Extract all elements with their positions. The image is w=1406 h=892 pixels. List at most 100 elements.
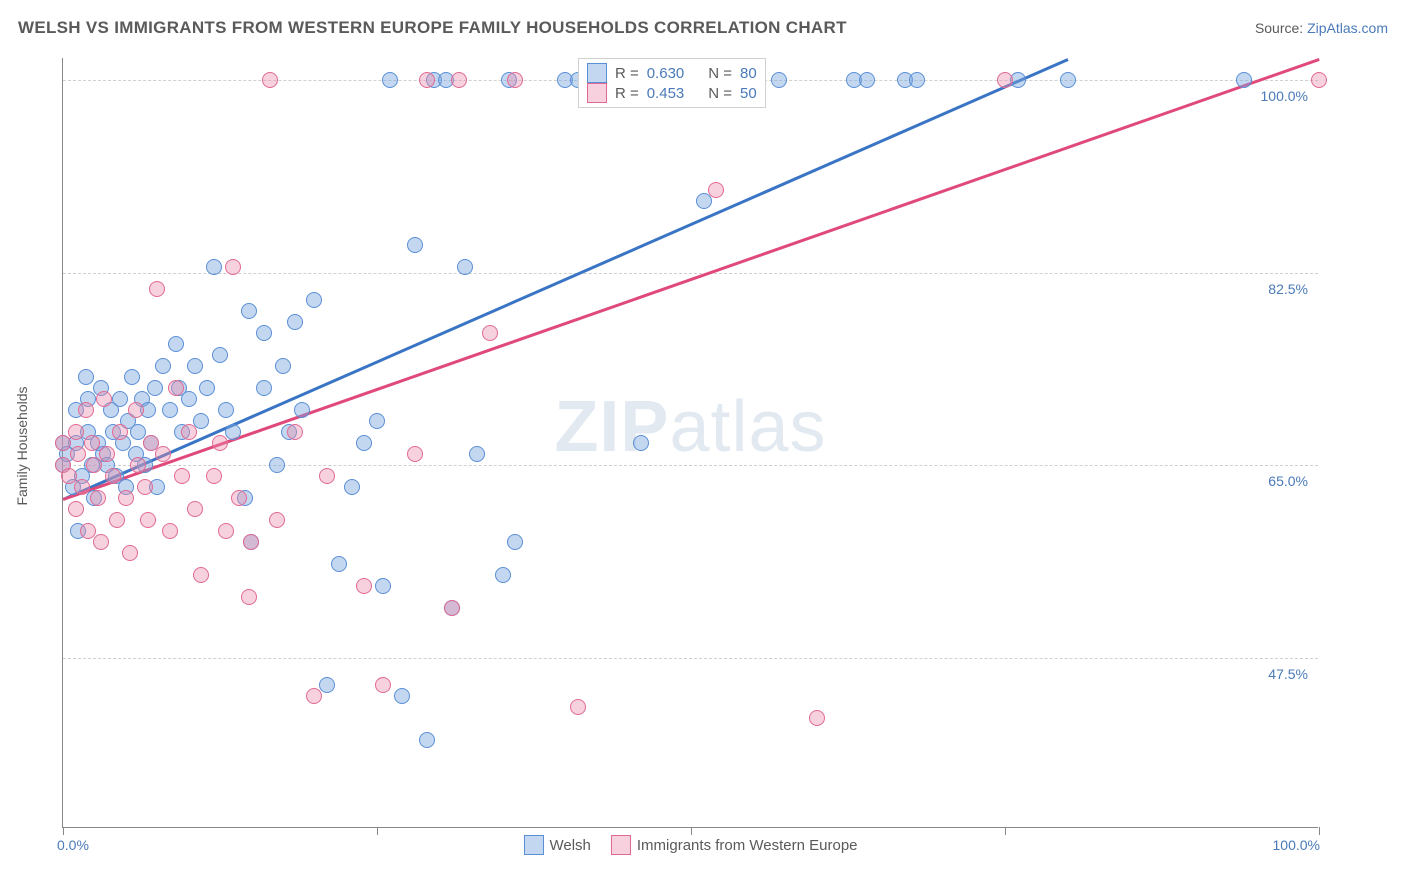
data-point-wimm (444, 600, 460, 616)
data-point-wimm (55, 435, 71, 451)
x-tick (1319, 827, 1320, 835)
data-point-welsh (1060, 72, 1076, 88)
data-point-welsh (375, 578, 391, 594)
data-point-welsh (909, 72, 925, 88)
series-legend: WelshImmigrants from Western Europe (523, 835, 857, 855)
source-link[interactable]: ZipAtlas.com (1307, 20, 1388, 36)
chart-header: WELSH VS IMMIGRANTS FROM WESTERN EUROPE … (18, 18, 1388, 38)
data-point-wimm (109, 512, 125, 528)
data-point-welsh (155, 358, 171, 374)
data-point-wimm (225, 259, 241, 275)
chart-area: ZIPatlas 100.0%82.5%65.0%47.5%0.0%100.0%… (62, 58, 1382, 828)
x-tick (691, 827, 692, 835)
y-tick-label: 82.5% (1268, 281, 1308, 297)
data-point-wimm (70, 446, 86, 462)
legend-row-wimm: R = 0.453N = 50 (587, 83, 757, 103)
data-point-wimm (193, 567, 209, 583)
scatter-plot: ZIPatlas 100.0%82.5%65.0%47.5%0.0%100.0%… (62, 58, 1318, 828)
data-point-wimm (155, 446, 171, 462)
legend-r-label: R = (615, 65, 639, 82)
data-point-welsh (168, 336, 184, 352)
data-point-wimm (356, 578, 372, 594)
data-point-wimm (168, 380, 184, 396)
regression-line-wimm (63, 58, 1320, 500)
data-point-wimm (105, 468, 121, 484)
data-point-welsh (199, 380, 215, 396)
data-point-welsh (187, 358, 203, 374)
correlation-legend: R = 0.630N = 80R = 0.453N = 50 (578, 58, 766, 108)
data-point-welsh (275, 358, 291, 374)
data-point-wimm (231, 490, 247, 506)
data-point-welsh (771, 72, 787, 88)
data-point-welsh (306, 292, 322, 308)
x-axis-label: 100.0% (1273, 837, 1320, 853)
legend-r-value: 0.453 (647, 85, 685, 102)
data-point-wimm (187, 501, 203, 517)
data-point-wimm (306, 688, 322, 704)
data-point-welsh (287, 314, 303, 330)
data-point-wimm (809, 710, 825, 726)
legend-swatch-icon (587, 83, 607, 103)
data-point-wimm (112, 424, 128, 440)
legend-n-value: 80 (740, 65, 757, 82)
data-point-wimm (162, 523, 178, 539)
data-point-wimm (140, 512, 156, 528)
data-point-wimm (84, 435, 100, 451)
y-tick-label: 47.5% (1268, 666, 1308, 682)
data-point-wimm (137, 479, 153, 495)
data-point-welsh (356, 435, 372, 451)
data-point-welsh (394, 688, 410, 704)
data-point-welsh (294, 402, 310, 418)
data-point-welsh (469, 446, 485, 462)
legend-label: Immigrants from Western Europe (637, 837, 858, 854)
data-point-wimm (122, 545, 138, 561)
data-point-welsh (319, 677, 335, 693)
gridline-h (63, 273, 1318, 274)
data-point-wimm (74, 479, 90, 495)
chart-title: WELSH VS IMMIGRANTS FROM WESTERN EUROPE … (18, 18, 847, 38)
data-point-welsh (344, 479, 360, 495)
data-point-wimm (241, 589, 257, 605)
data-point-welsh (269, 457, 285, 473)
data-point-welsh (382, 72, 398, 88)
data-point-wimm (570, 699, 586, 715)
data-point-welsh (256, 325, 272, 341)
x-axis-label: 0.0% (57, 837, 89, 853)
legend-swatch-icon (611, 835, 631, 855)
data-point-wimm (243, 534, 259, 550)
data-point-welsh (369, 413, 385, 429)
data-point-welsh (218, 402, 234, 418)
data-point-welsh (78, 369, 94, 385)
data-point-welsh (457, 259, 473, 275)
data-point-welsh (696, 193, 712, 209)
data-point-welsh (495, 567, 511, 583)
data-point-wimm (99, 446, 115, 462)
legend-row-welsh: R = 0.630N = 80 (587, 63, 757, 83)
data-point-wimm (90, 490, 106, 506)
data-point-welsh (162, 402, 178, 418)
data-point-wimm (130, 457, 146, 473)
data-point-wimm (482, 325, 498, 341)
x-tick (63, 827, 64, 835)
watermark: ZIPatlas (554, 386, 826, 468)
legend-swatch-icon (523, 835, 543, 855)
y-axis-label: Family Households (14, 386, 30, 505)
legend-n-label: N = (708, 65, 732, 82)
legend-swatch-icon (587, 63, 607, 83)
x-tick (1005, 827, 1006, 835)
y-tick-label: 65.0% (1268, 473, 1308, 489)
data-point-wimm (86, 457, 102, 473)
data-point-wimm (68, 501, 84, 517)
data-point-wimm (269, 512, 285, 528)
data-point-welsh (181, 391, 197, 407)
data-point-wimm (68, 424, 84, 440)
data-point-wimm (451, 72, 467, 88)
legend-n-value: 50 (740, 85, 757, 102)
data-point-wimm (96, 391, 112, 407)
regression-line-welsh (62, 58, 1068, 500)
data-point-wimm (78, 402, 94, 418)
data-point-welsh (1236, 72, 1252, 88)
data-point-welsh (124, 369, 140, 385)
data-point-welsh (419, 732, 435, 748)
data-point-wimm (93, 534, 109, 550)
